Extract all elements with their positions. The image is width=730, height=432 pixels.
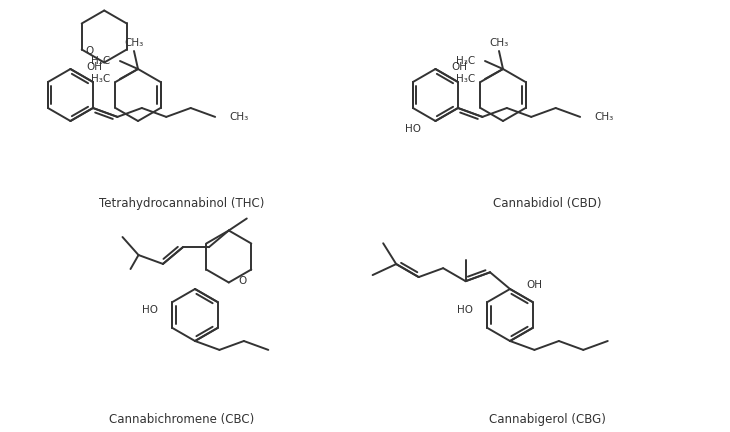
Text: H₃C: H₃C [456,56,475,66]
Text: HO: HO [405,124,421,134]
Text: O: O [85,45,94,55]
Text: CH₃: CH₃ [489,38,509,48]
Text: OH: OH [526,280,542,290]
Text: H₃C: H₃C [91,74,110,84]
Text: CH₃: CH₃ [594,112,613,122]
Text: OH: OH [451,62,467,72]
Text: H₃C: H₃C [91,56,110,66]
Text: Cannabidiol (CBD): Cannabidiol (CBD) [493,197,602,210]
Text: H₃C: H₃C [456,74,475,84]
Text: O: O [239,276,247,286]
Text: Tetrahydrocannabinol (THC): Tetrahydrocannabinol (THC) [99,197,265,210]
Text: CH₃: CH₃ [229,112,248,122]
Text: HO: HO [142,305,158,315]
Text: CH₃: CH₃ [124,38,144,48]
Text: HO: HO [458,305,474,315]
Text: OH: OH [86,62,102,72]
Text: Cannabigerol (CBG): Cannabigerol (CBG) [488,413,605,426]
Text: Cannabichromene (CBC): Cannabichromene (CBC) [110,413,255,426]
